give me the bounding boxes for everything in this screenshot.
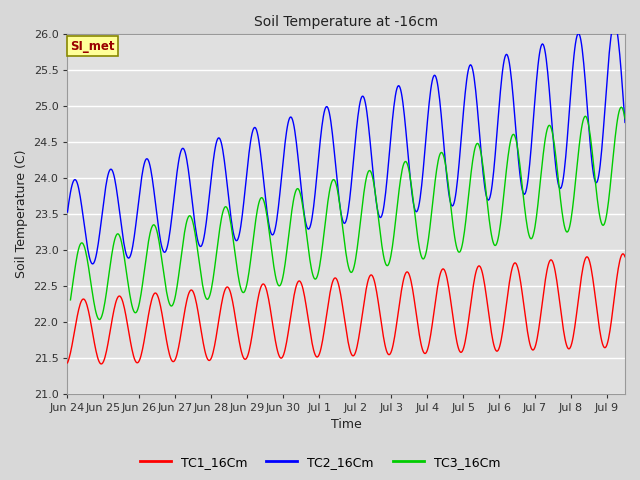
Text: SI_met: SI_met xyxy=(70,40,115,53)
Title: Soil Temperature at -16cm: Soil Temperature at -16cm xyxy=(254,15,438,29)
Legend: TC1_16Cm, TC2_16Cm, TC3_16Cm: TC1_16Cm, TC2_16Cm, TC3_16Cm xyxy=(134,451,506,474)
Y-axis label: Soil Temperature (C): Soil Temperature (C) xyxy=(15,150,28,278)
X-axis label: Time: Time xyxy=(331,419,362,432)
